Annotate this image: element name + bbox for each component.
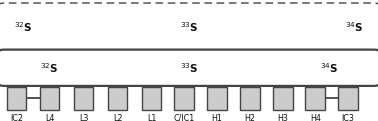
- Text: IC2: IC2: [10, 114, 23, 121]
- Bar: [108, 87, 127, 110]
- Text: $^{33}$S: $^{33}$S: [180, 20, 198, 34]
- Text: IC3: IC3: [342, 114, 355, 121]
- Bar: [305, 87, 325, 110]
- Bar: [74, 87, 93, 110]
- FancyBboxPatch shape: [0, 50, 378, 86]
- Bar: [207, 87, 227, 110]
- Bar: [273, 87, 293, 110]
- Text: H1: H1: [212, 114, 222, 121]
- Bar: [142, 87, 161, 110]
- FancyBboxPatch shape: [0, 3, 378, 50]
- Text: L4: L4: [45, 114, 54, 121]
- Bar: [40, 87, 59, 110]
- Text: $^{34}$S: $^{34}$S: [320, 61, 338, 75]
- Text: H4: H4: [310, 114, 321, 121]
- Text: L3: L3: [79, 114, 88, 121]
- Bar: [240, 87, 260, 110]
- Text: $^{34}$S: $^{34}$S: [345, 20, 364, 34]
- Text: L2: L2: [113, 114, 122, 121]
- Bar: [174, 87, 194, 110]
- Text: C/IC1: C/IC1: [173, 114, 194, 121]
- Text: $^{32}$S: $^{32}$S: [14, 20, 33, 34]
- Text: L1: L1: [147, 114, 156, 121]
- Text: H3: H3: [277, 114, 288, 121]
- Text: H2: H2: [244, 114, 256, 121]
- Text: $^{32}$S: $^{32}$S: [40, 61, 58, 75]
- Text: $^{33}$S: $^{33}$S: [180, 61, 198, 75]
- Bar: [7, 87, 26, 110]
- Bar: [338, 87, 358, 110]
